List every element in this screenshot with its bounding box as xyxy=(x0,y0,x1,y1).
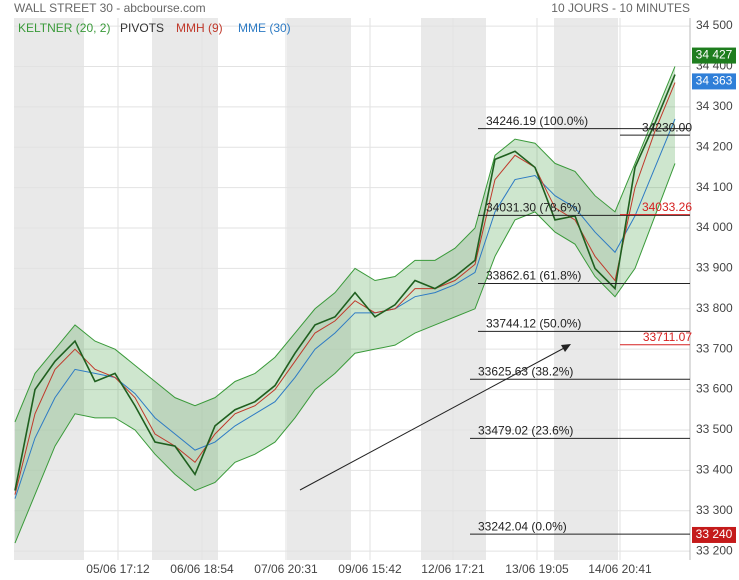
y-tick-label: 34 200 xyxy=(696,139,733,153)
y-tick-label: 34 300 xyxy=(696,99,733,113)
x-tick-label: 05/06 17:12 xyxy=(86,562,150,576)
x-tick-label: 07/06 20:31 xyxy=(254,562,318,576)
session-band xyxy=(287,18,351,560)
legend-keltner: KELTNER (20, 2) xyxy=(18,21,110,35)
level-label: 33711.07 xyxy=(643,330,692,344)
y-tick-label: 33 800 xyxy=(696,301,733,315)
price-tag xyxy=(692,47,736,64)
session-band xyxy=(14,18,84,560)
price-tag-label: 34 427 xyxy=(696,48,733,62)
price-tag-label: 34 363 xyxy=(696,74,733,88)
x-tick-label: 09/06 15:42 xyxy=(338,562,402,576)
indicator-line xyxy=(14,82,676,495)
level-label: 34230.00 xyxy=(642,120,692,134)
y-tick-label: 33 400 xyxy=(696,463,733,477)
legend-mme: MME (30) xyxy=(238,21,291,35)
y-tick-label: 34 000 xyxy=(696,220,733,234)
x-tick-label: 13/06 19:05 xyxy=(505,562,569,576)
price-tag xyxy=(692,526,736,543)
fib-label: 33479.02 (23.6%) xyxy=(478,424,573,438)
indicator-line xyxy=(14,118,676,499)
y-tick-label: 33 700 xyxy=(696,341,733,355)
keltner-lower xyxy=(14,163,676,544)
legend-pivots: PIVOTS xyxy=(120,21,164,35)
y-tick-label: 33 300 xyxy=(696,503,733,517)
y-tick-label: 34 100 xyxy=(696,180,733,194)
x-tick-label: 14/06 20:41 xyxy=(588,562,652,576)
level-label: 34033.26 xyxy=(642,200,692,214)
fib-label: 33625.63 (38.2%) xyxy=(478,364,573,378)
fib-label: 33242.04 (0.0%) xyxy=(478,519,567,533)
arrow-head xyxy=(561,344,571,352)
chart-title: WALL STREET 30 - abcbourse.com xyxy=(14,1,206,15)
price-tag xyxy=(692,73,736,90)
y-tick-label: 33 200 xyxy=(696,543,733,557)
y-tick-label: 34 500 xyxy=(696,18,733,32)
session-shading xyxy=(14,18,618,560)
chart-subtitle: 10 JOURS - 10 MINUTES xyxy=(551,1,690,15)
session-band xyxy=(152,18,218,560)
price-tag-label: 33 240 xyxy=(696,527,733,541)
trend-arrow xyxy=(299,346,567,491)
y-tick-label: 33 500 xyxy=(696,422,733,436)
keltner-upper xyxy=(14,66,676,423)
legend-mmh: MMH (9) xyxy=(176,21,223,35)
fib-label: 34031.30 (78.6%) xyxy=(486,201,581,215)
fib-label: 34246.19 (100.0%) xyxy=(486,114,588,128)
price-line xyxy=(14,74,676,491)
x-tick-label: 12/06 17:21 xyxy=(421,562,485,576)
fib-label: 33744.12 (50.0%) xyxy=(486,317,581,331)
y-tick-label: 33 900 xyxy=(696,261,733,275)
fib-label: 33862.61 (61.8%) xyxy=(486,269,581,283)
y-tick-label: 33 600 xyxy=(696,382,733,396)
x-tick-label: 06/06 18:54 xyxy=(170,562,234,576)
